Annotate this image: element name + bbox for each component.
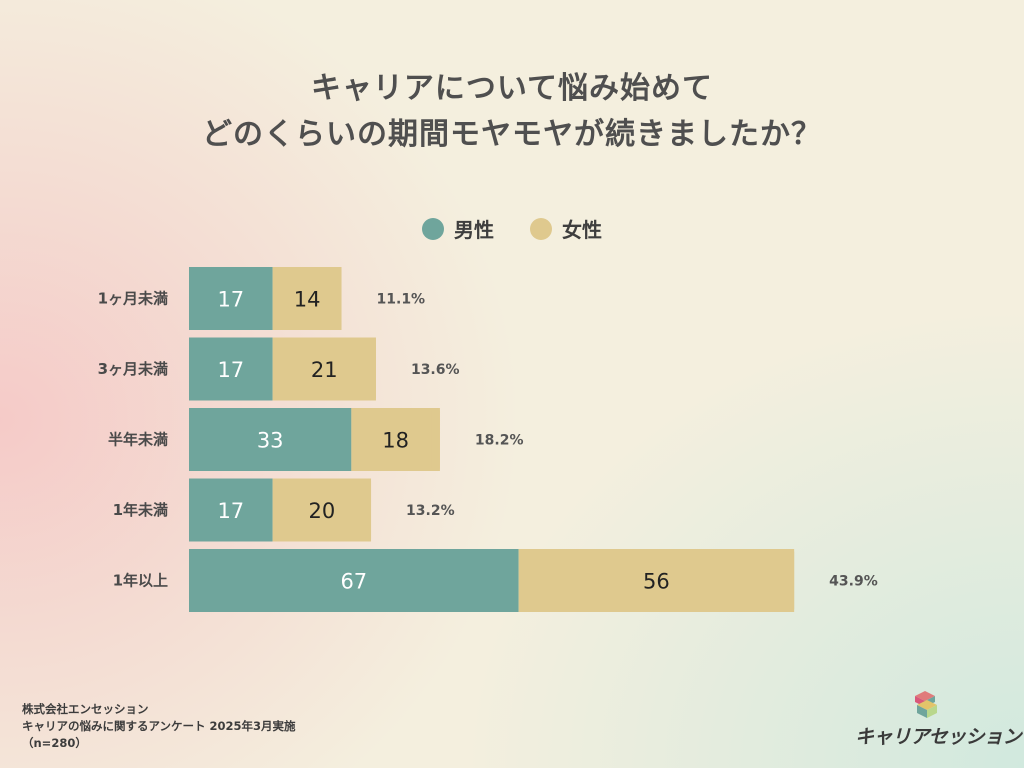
logo-cube-icon: [915, 691, 937, 718]
legend-label-male: 男性: [454, 218, 494, 242]
legend-dot-icon: [530, 217, 552, 240]
percent-label: 11.1%: [377, 292, 426, 308]
legend-item-female: 女性: [530, 214, 602, 243]
bar-segment: [272, 337, 376, 401]
bar-end-cap: [333, 267, 342, 330]
bar-value-label: 20: [308, 499, 335, 523]
bar-segment: [189, 549, 519, 612]
chart-title: キャリアについて悩み始めて どのくらいの期間モヤモヤが続きましたか？: [0, 66, 1024, 158]
footer-company: 株式会社エンセッション: [22, 702, 149, 716]
legend-label-female: 女性: [562, 218, 602, 242]
logo-text: キャリアセッション: [855, 726, 1022, 748]
bar-segment: [272, 267, 342, 330]
bar-value-label: 18: [382, 429, 409, 453]
bar-value-label: 17: [217, 288, 244, 312]
bar-end-cap: [786, 549, 795, 612]
percent-label: 18.2%: [475, 433, 524, 449]
bar-value-label: 17: [217, 358, 244, 382]
bar-segment: [272, 478, 372, 542]
bar-value-label: 67: [340, 570, 367, 594]
footer-sample: （n=280）: [22, 736, 87, 750]
legend-dot-icon: [422, 217, 444, 240]
bar-segment: [351, 408, 440, 471]
bar-end-cap: [367, 337, 376, 401]
bar-segment: [189, 267, 273, 330]
percent-label: 43.9%: [829, 574, 878, 590]
bar-value-label: 14: [294, 288, 321, 312]
bar-value-label: 56: [643, 570, 670, 594]
percent-label: 13.2%: [406, 503, 455, 519]
category-label: 3ヶ月未満: [98, 360, 168, 378]
category-label: 1ヶ月未満: [98, 290, 168, 308]
footer-survey: キャリアの悩みに関するアンケート 2025年3月実施: [22, 719, 296, 733]
legend-item-male: 男性: [422, 214, 494, 243]
legend: 男性 女性: [0, 214, 1024, 243]
category-label: 1年以上: [113, 572, 168, 590]
footer-note: 株式会社エンセッション キャリアの悩みに関するアンケート 2025年3月実施 （…: [22, 701, 296, 752]
category-label: 1年未満: [113, 501, 168, 519]
chart-title-line-1: キャリアについて悩み始めて: [310, 71, 714, 106]
bar-segment: [189, 478, 273, 542]
bar-value-label: 17: [217, 499, 244, 523]
brand-logo: キャリアセッション: [855, 690, 1022, 750]
bar-end-cap: [431, 408, 440, 471]
bar-segment: [518, 549, 795, 612]
bar-end-cap: [363, 478, 372, 542]
bar-value-label: 33: [257, 429, 284, 453]
bar-segment: [189, 337, 273, 401]
percent-label: 13.6%: [411, 362, 460, 378]
bar-segment: [189, 408, 352, 471]
chart-title-line-2: どのくらいの期間モヤモヤが続きましたか？: [202, 117, 822, 152]
bar-value-label: 21: [311, 358, 338, 382]
category-label: 半年未満: [108, 431, 168, 449]
